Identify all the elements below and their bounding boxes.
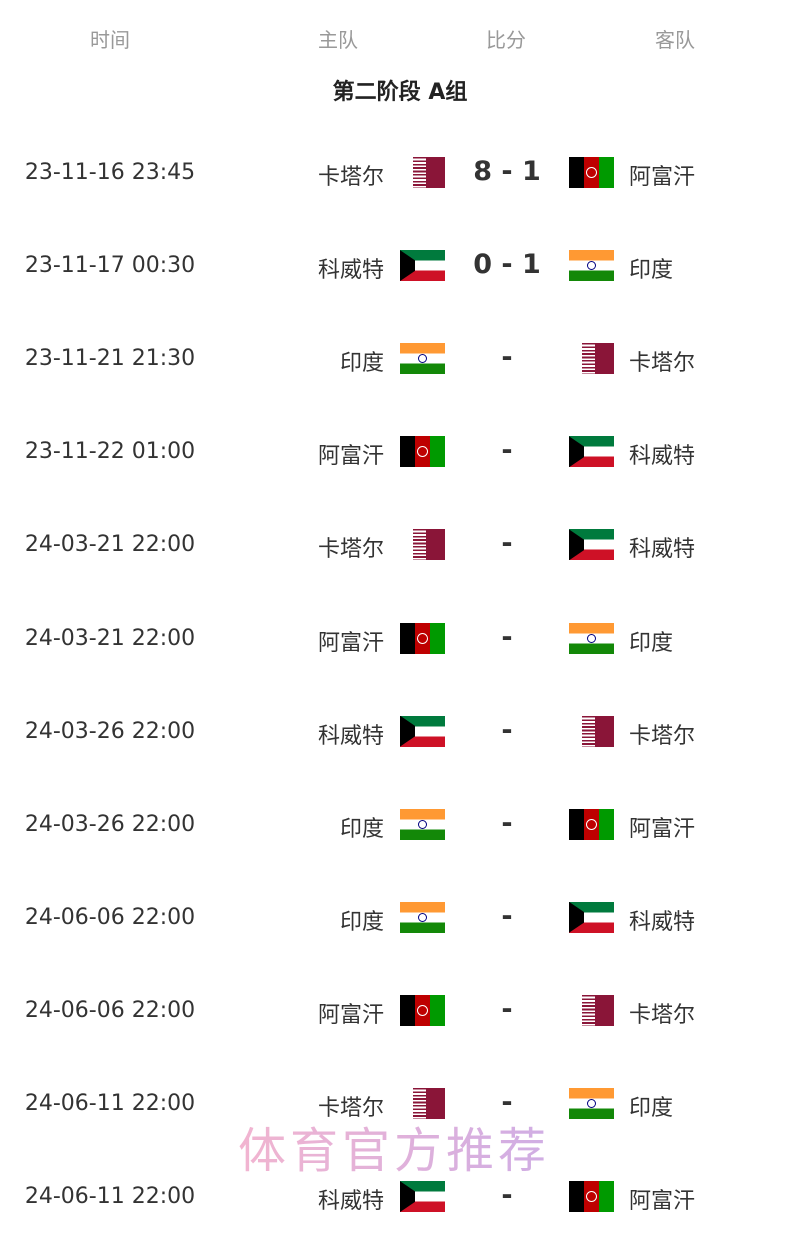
- qa-flag-icon: [582, 343, 614, 375]
- match-time: 23-11-21 21:30: [24, 346, 196, 372]
- column-header-time: 时间: [90, 28, 130, 52]
- qa-flag-icon: [413, 157, 445, 188]
- match-score: -: [501, 621, 513, 653]
- match-row[interactable]: 23-11-21 21:30 印度 - 卡塔尔: [0, 334, 800, 384]
- kw-flag-icon: [569, 436, 614, 468]
- match-time: 24-03-21 22:00: [24, 532, 196, 558]
- in-flag-icon: [400, 901, 445, 933]
- match-time: 24-03-26 22:00: [24, 718, 196, 744]
- match-time: 24-06-11 22:00: [24, 1184, 196, 1210]
- home-team: 阿富汗: [317, 444, 384, 470]
- home-team: 阿富汗: [317, 1002, 384, 1028]
- match-row[interactable]: 23-11-17 00:30 科威特 0 - 1 印度: [0, 241, 800, 291]
- match-row[interactable]: 24-03-21 22:00 卡塔尔 - 科威特: [0, 520, 800, 570]
- match-score: -: [501, 528, 513, 560]
- match-row[interactable]: 24-06-11 22:00 科威特 - 阿富汗: [0, 1172, 800, 1222]
- kw-flag-icon: [400, 1181, 445, 1213]
- match-row[interactable]: 24-03-26 22:00 印度 - 阿富汗: [0, 800, 800, 850]
- match-row[interactable]: 24-03-21 22:00 阿富汗 - 印度: [0, 614, 800, 664]
- match-score: -: [501, 342, 513, 374]
- match-row[interactable]: 24-03-26 22:00 科威特 - 卡塔尔: [0, 707, 800, 757]
- group-title: 第二阶段 A组: [332, 80, 468, 105]
- home-team: 阿富汗: [317, 630, 384, 656]
- away-team: 科威特: [629, 909, 696, 935]
- kw-flag-icon: [400, 250, 445, 282]
- watermark: 体育官方推荐: [238, 1123, 551, 1179]
- match-row[interactable]: 24-06-06 22:00 阿富汗 - 卡塔尔: [0, 986, 800, 1036]
- home-team: 卡塔尔: [317, 165, 384, 190]
- match-time: 23-11-16 23:45: [24, 160, 196, 185]
- home-team: 印度: [339, 351, 384, 377]
- kw-flag-icon: [569, 901, 614, 933]
- qa-flag-icon: [582, 994, 614, 1026]
- away-team: 印度: [629, 1096, 674, 1121]
- match-row[interactable]: 24-06-11 22:00 卡塔尔 - 印度: [0, 1079, 800, 1129]
- in-flag-icon: [569, 622, 614, 654]
- match-score: -: [501, 807, 513, 839]
- af-flag-icon: [400, 622, 445, 654]
- away-team: 印度: [629, 630, 674, 656]
- column-header-away: 客队: [655, 28, 695, 52]
- away-team: 阿富汗: [629, 816, 696, 842]
- away-team: 科威特: [629, 537, 696, 563]
- column-header-score: 比分: [486, 28, 526, 52]
- qa-flag-icon: [413, 1088, 445, 1119]
- match-score: 8 - 1: [473, 156, 541, 187]
- af-flag-icon: [400, 994, 445, 1026]
- in-flag-icon: [569, 250, 614, 282]
- away-team: 卡塔尔: [629, 1002, 696, 1028]
- qa-flag-icon: [413, 529, 445, 561]
- match-time: 24-03-21 22:00: [24, 625, 196, 651]
- match-score: -: [501, 1087, 513, 1118]
- match-time: 24-03-26 22:00: [24, 811, 196, 837]
- match-row[interactable]: 24-06-06 22:00 印度 - 科威特: [0, 893, 800, 943]
- match-score: -: [501, 993, 513, 1025]
- match-score: 0 - 1: [473, 249, 541, 281]
- in-flag-icon: [569, 1088, 614, 1119]
- match-score: -: [501, 435, 513, 467]
- away-team: 卡塔尔: [629, 351, 696, 377]
- qa-flag-icon: [582, 715, 614, 747]
- match-time: 24-06-06 22:00: [24, 904, 196, 930]
- home-team: 科威特: [317, 258, 384, 284]
- in-flag-icon: [400, 808, 445, 840]
- kw-flag-icon: [569, 529, 614, 561]
- af-flag-icon: [400, 436, 445, 468]
- home-team: 卡塔尔: [317, 1096, 384, 1121]
- home-team: 科威特: [317, 1189, 384, 1215]
- home-team: 科威特: [317, 723, 384, 749]
- home-team: 卡塔尔: [317, 537, 384, 563]
- kw-flag-icon: [400, 715, 445, 747]
- match-time: 23-11-17 00:30: [24, 253, 196, 279]
- match-time: 23-11-22 01:00: [24, 439, 196, 465]
- column-header-home: 主队: [318, 28, 358, 52]
- af-flag-icon: [569, 157, 614, 188]
- match-time: 24-06-06 22:00: [24, 997, 196, 1023]
- away-team: 卡塔尔: [629, 723, 696, 749]
- match-score: -: [501, 1180, 513, 1212]
- in-flag-icon: [400, 343, 445, 375]
- match-row[interactable]: 23-11-22 01:00 阿富汗 - 科威特: [0, 427, 800, 477]
- match-time: 24-06-11 22:00: [24, 1091, 196, 1116]
- away-team: 印度: [629, 258, 674, 284]
- match-score: -: [501, 900, 513, 932]
- af-flag-icon: [569, 808, 614, 840]
- af-flag-icon: [569, 1181, 614, 1213]
- away-team: 阿富汗: [629, 165, 696, 190]
- away-team: 阿富汗: [629, 1189, 696, 1215]
- match-row[interactable]: 23-11-16 23:45 卡塔尔 8 - 1 阿富汗: [0, 148, 800, 198]
- match-score: -: [501, 714, 513, 746]
- home-team: 印度: [339, 909, 384, 935]
- away-team: 科威特: [629, 444, 696, 470]
- home-team: 印度: [339, 816, 384, 842]
